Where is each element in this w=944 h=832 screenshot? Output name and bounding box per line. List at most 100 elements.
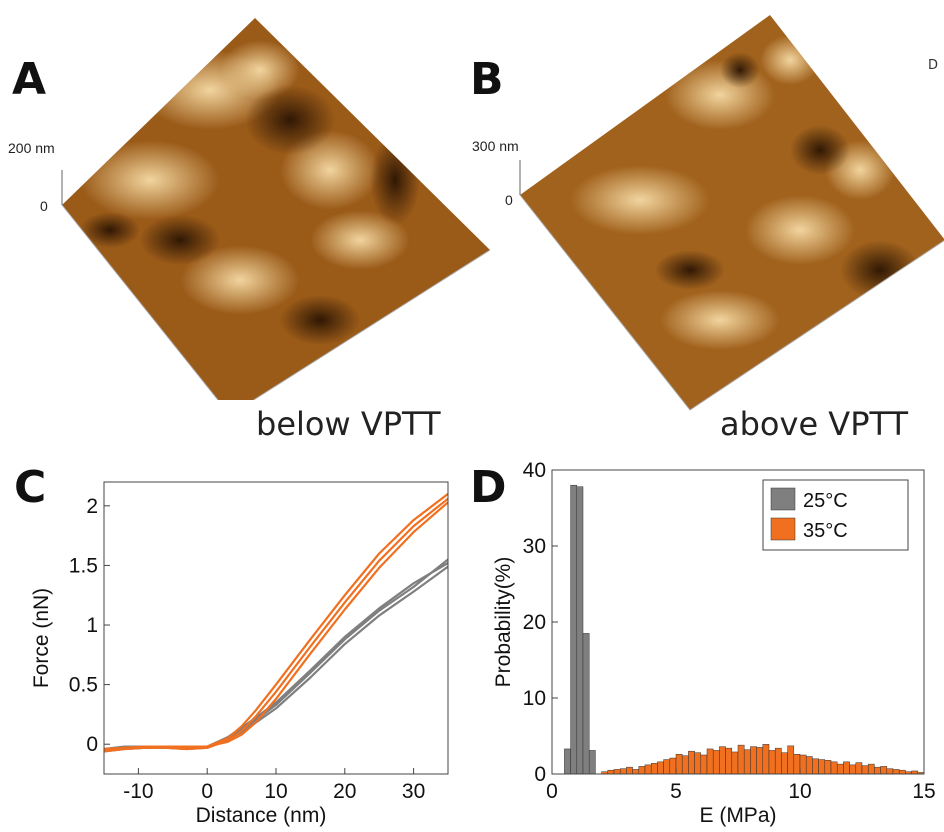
bar-orange	[663, 759, 671, 775]
y-tick-label: 10	[523, 687, 546, 710]
modulus-histogram: 0 5 10 15 0 10 20 30 40 E (MPa) Probability(%) 25°C…	[492, 459, 936, 827]
bar-orange	[619, 768, 627, 775]
bar-orange	[805, 756, 813, 775]
bar-gray	[588, 750, 596, 775]
legend-swatch	[770, 517, 796, 541]
afm-image-a	[61, 18, 490, 400]
bar-orange	[774, 747, 782, 775]
bar-orange	[700, 754, 708, 775]
bar-orange	[855, 762, 863, 775]
x-tick-label: 30	[402, 780, 425, 803]
afm-image-b	[519, 15, 944, 411]
bar-orange	[743, 749, 751, 775]
z-scale-zero-a: 0	[40, 198, 48, 214]
x-tick-label: 15	[912, 780, 935, 803]
bar-orange	[861, 765, 869, 775]
panel-a-letter: A	[12, 54, 47, 105]
bar-orange	[750, 746, 757, 775]
z-scale-zero-b: 0	[505, 192, 513, 208]
x-tick-label: 20	[333, 780, 356, 803]
caption-b: above VPTT	[720, 405, 909, 443]
bar-orange	[613, 769, 621, 775]
legend-swatch	[770, 487, 796, 511]
x-axis-label: E (MPa)	[699, 804, 776, 827]
y-tick-label: 2	[86, 495, 98, 518]
bar-orange	[818, 759, 826, 775]
bar-orange	[694, 752, 702, 775]
z-scale-top-a: 200 nm	[8, 140, 55, 156]
curve-gray-1	[103, 558, 449, 752]
x-axis-label: Distance (nm)	[196, 804, 327, 827]
x-tick-label: 0	[546, 780, 558, 803]
bar-orange	[731, 751, 739, 775]
bar-orange	[644, 764, 652, 775]
bar-orange	[681, 755, 689, 775]
legend-label: 35°C	[803, 520, 848, 542]
bar-orange	[880, 766, 888, 775]
bar-orange	[787, 745, 795, 775]
force-distance-chart: -10 0 10 20 30 0 0.5 1 1.5 2 Distance (nm) Force (n…	[30, 481, 449, 827]
y-tick-label: 0	[534, 763, 546, 786]
y-tick-label: 0	[86, 733, 98, 756]
bar-gray	[570, 484, 578, 775]
bar-orange	[812, 758, 819, 775]
y-tick-label: 20	[523, 611, 546, 634]
y-tick-label: 1.5	[69, 554, 98, 577]
bar-orange	[607, 769, 615, 775]
y-tick-label: 40	[523, 459, 546, 482]
bar-orange	[762, 744, 770, 775]
bar-orange	[867, 763, 875, 775]
bar-orange	[632, 769, 640, 775]
bar-orange	[688, 750, 695, 775]
stray-label-d: D	[928, 58, 939, 73]
bar-orange	[650, 763, 658, 775]
curve-gray-3	[103, 562, 449, 751]
x-tick-label: 10	[788, 780, 811, 803]
bar-orange	[706, 748, 714, 775]
bar-orange	[892, 769, 900, 775]
caption-a: below VPTT	[256, 405, 441, 443]
y-tick-label: 1	[86, 614, 98, 637]
bar-orange	[638, 766, 646, 775]
bar-orange	[886, 768, 894, 775]
bar-orange	[675, 753, 683, 775]
bar-gray	[576, 486, 584, 775]
bar-orange	[768, 750, 776, 775]
bar-orange	[849, 764, 857, 775]
x-tick-label: 0	[201, 780, 213, 803]
curve-orange-6	[103, 501, 449, 751]
panel-d-letter: D	[470, 462, 507, 513]
y-tick-label: 30	[523, 535, 546, 558]
bar-orange	[874, 766, 881, 775]
bar-orange	[824, 760, 832, 775]
plot-frame-c	[103, 481, 449, 775]
bar-orange	[626, 766, 633, 775]
y-axis-label: Force (nN)	[30, 588, 53, 688]
bar-gray	[582, 633, 590, 775]
bar-orange	[799, 754, 807, 775]
x-tick-label: 5	[670, 780, 682, 803]
bar-gray	[564, 748, 571, 775]
y-axis-label: Probability(%)	[492, 557, 515, 688]
curve-gray-2	[103, 565, 449, 753]
bar-orange	[898, 769, 906, 775]
x-tick-label: 10	[264, 780, 287, 803]
legend-label: 25°C	[803, 490, 848, 512]
panel-c-letter: C	[14, 462, 47, 513]
bar-orange	[830, 761, 838, 775]
bar-orange	[836, 763, 844, 775]
bar-orange	[793, 753, 801, 775]
bar-orange	[725, 747, 733, 775]
bar-orange	[756, 747, 764, 775]
bar-orange	[712, 750, 720, 775]
x-tick-label: -10	[123, 780, 153, 803]
y-tick-label: 0.5	[69, 674, 98, 697]
panel-b-letter: B	[470, 54, 504, 105]
bar-orange	[669, 757, 677, 775]
bar-orange	[843, 761, 850, 775]
bar-orange	[719, 746, 726, 775]
bar-orange	[657, 761, 664, 775]
z-scale-top-b: 300 nm	[472, 138, 519, 154]
curve-orange-4	[103, 493, 449, 752]
bar-orange	[781, 752, 788, 775]
